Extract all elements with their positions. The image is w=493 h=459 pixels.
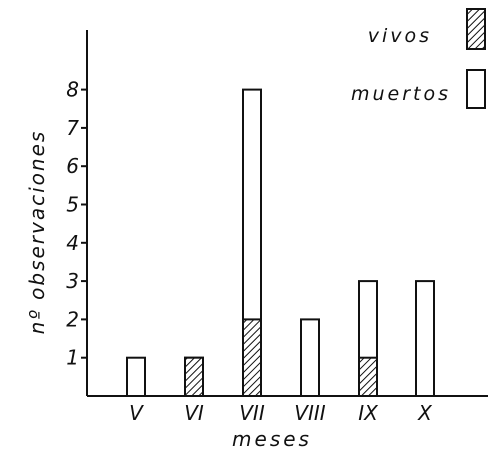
legend-label-muertos: muertos: [351, 83, 451, 105]
y-tick-label-8: 8: [66, 78, 79, 102]
bar-vivos-VI: [184, 356, 204, 398]
y-tick-label-5: 5: [66, 193, 79, 217]
x-tick-group: V VI VII VIII IX X: [129, 401, 433, 425]
x-tick-label-V: V: [129, 401, 144, 425]
bar-vivos-VII: [242, 318, 262, 397]
legend-label-vivos: vivos: [368, 25, 432, 47]
x-tick-label-VI: VI: [184, 401, 204, 425]
bar-muertos-VIII: [300, 318, 320, 397]
x-tick-label-VIII: VIII: [294, 401, 325, 425]
y-tick-label-6: 6: [66, 154, 79, 178]
y-axis-label: nº observaciones: [25, 130, 49, 335]
legend-swatch-vivos: [466, 8, 486, 50]
legend-swatch-muertos: [466, 69, 486, 109]
legend: vivos muertos: [351, 8, 486, 109]
y-tick-label-4: 4: [66, 231, 79, 255]
x-tick-label-IX: IX: [358, 401, 379, 425]
x-axis-label: meses: [232, 427, 312, 451]
y-tick-label-3: 3: [66, 269, 79, 293]
bar-group: [126, 88, 435, 398]
x-tick-label-X: X: [417, 401, 433, 425]
y-tick-label-7: 7: [66, 116, 79, 140]
bar-muertos-V: [126, 356, 146, 398]
y-tick-label-2: 2: [66, 307, 79, 331]
bar-muertos-X: [415, 280, 435, 398]
x-tick-label-VII: VII: [239, 401, 265, 425]
y-tick-group: 1 2 3 4 5 6 7 8: [66, 78, 87, 370]
y-tick-label-1: 1: [66, 346, 79, 370]
bar-vivos-IX: [358, 356, 378, 398]
